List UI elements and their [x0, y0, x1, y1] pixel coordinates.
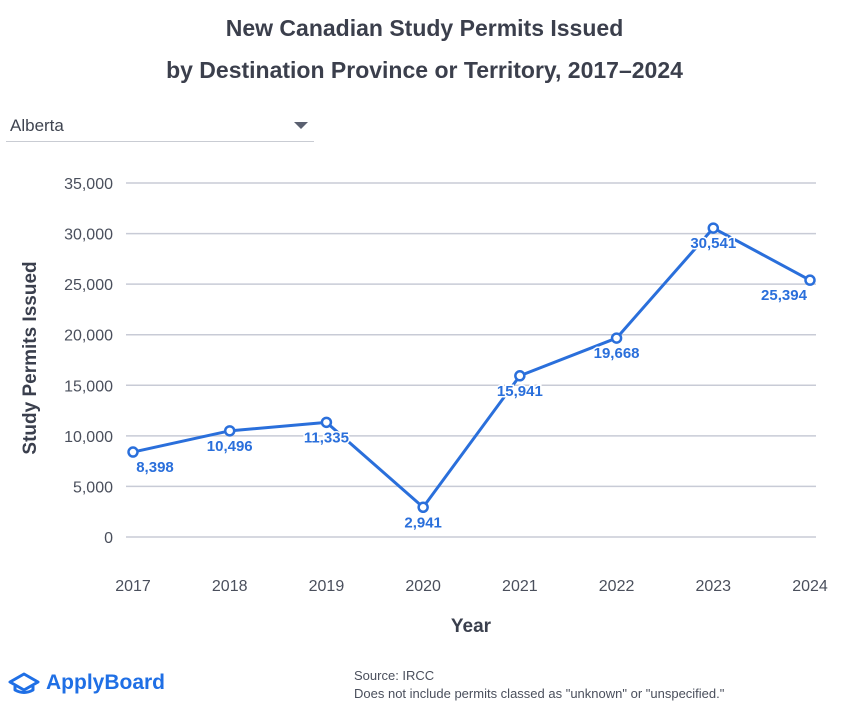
x-axis-ticks: 2017 2018 2019 2020 2021 2022 2023 2024 [115, 578, 828, 595]
province-dropdown-value: Alberta [10, 116, 64, 135]
x-tick-label: 2018 [212, 578, 248, 595]
data-label: 10,496 [207, 438, 253, 455]
data-point[interactable] [514, 370, 526, 382]
grid-lines [126, 182, 816, 538]
y-tick-label: 20,000 [64, 328, 113, 345]
y-tick-label: 30,000 [64, 227, 113, 244]
y-tick-label: 5,000 [73, 479, 113, 496]
y-axis-label: Study Permits Issued [20, 261, 41, 454]
applyboard-logo[interactable]: ApplyBoard [8, 668, 165, 698]
data-label: 15,941 [497, 383, 543, 400]
x-tick-label: 2024 [792, 578, 828, 595]
data-point[interactable] [127, 446, 139, 458]
data-point[interactable] [804, 274, 816, 286]
x-tick-label: 2020 [405, 578, 441, 595]
x-tick-label: 2022 [599, 578, 635, 595]
data-points [127, 222, 816, 514]
data-label: 19,668 [594, 345, 640, 362]
applyboard-logo-icon [8, 672, 40, 694]
y-tick-label: 0 [104, 530, 113, 547]
y-tick-label: 25,000 [64, 277, 113, 294]
y-axis-ticks: 0 5,000 10,000 15,000 20,000 25,000 30,000 35,0… [64, 176, 113, 547]
y-tick-label: 15,000 [64, 378, 113, 395]
exclusion-note: Does not include permits classed as "unk… [354, 686, 725, 701]
chart-title-line1: New Canadian Study Permits Issued [225, 15, 624, 41]
data-point[interactable] [610, 332, 623, 344]
x-tick-label: 2021 [502, 578, 538, 595]
x-axis-label: Year [451, 616, 492, 637]
x-tick-label: 2017 [115, 578, 151, 595]
y-tick-label: 10,000 [64, 429, 113, 446]
source-note: Source: IRCC Does not include permits cl… [354, 667, 724, 703]
chart-title-line2: by Destination Province or Territory, 20… [166, 57, 683, 83]
province-dropdown[interactable]: Alberta [6, 110, 314, 142]
x-tick-label: 2019 [309, 578, 345, 595]
source-text: Source: IRCC [354, 668, 435, 683]
data-label: 11,335 [304, 429, 349, 446]
y-tick-label: 35,000 [64, 176, 113, 193]
data-label: 2,941 [404, 514, 442, 531]
data-point[interactable] [707, 222, 720, 234]
data-label: 30,541 [690, 235, 736, 252]
chevron-down-icon[interactable] [294, 122, 308, 129]
series-line [132, 226, 811, 509]
data-labels: 8,398 10,496 11,335 2,941 15,941 19,668 30,541… [135, 234, 809, 533]
data-label: 8,398 [136, 459, 174, 476]
data-point[interactable] [417, 501, 429, 514]
data-point[interactable] [320, 416, 333, 429]
x-tick-label: 2023 [695, 578, 731, 595]
data-point[interactable] [223, 425, 236, 437]
data-label: 25,394 [761, 287, 808, 304]
applyboard-logo-text: ApplyBoard [46, 671, 166, 694]
